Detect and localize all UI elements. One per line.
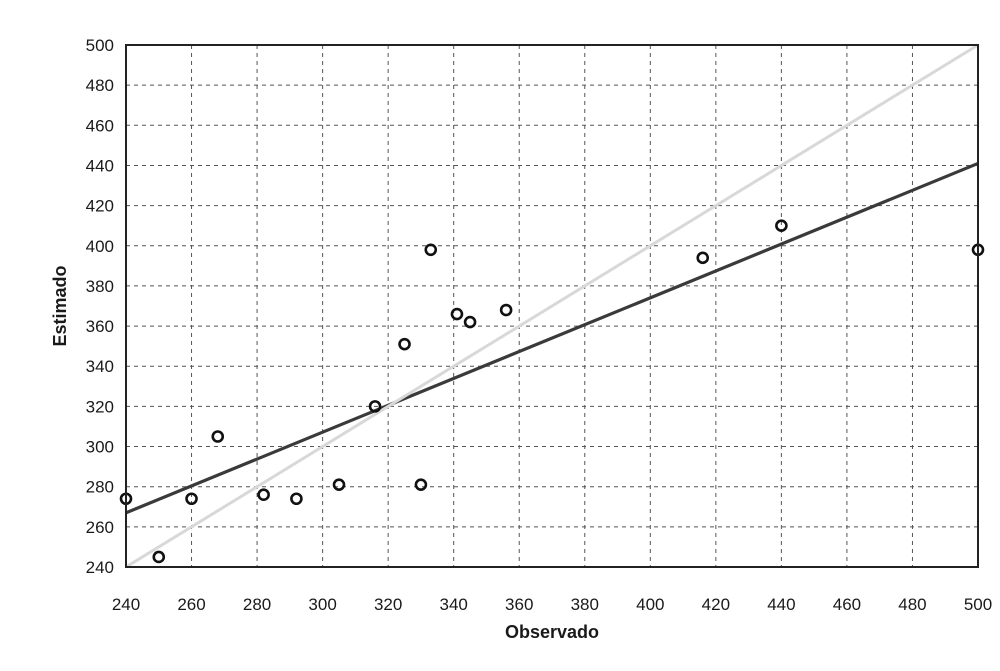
x-tick-label: 320 [374,595,402,614]
data-point [332,478,346,491]
grid-lines [125,44,979,568]
x-tick-label: 500 [964,595,992,614]
y-tick-label: 280 [86,478,114,497]
x-tick-label: 420 [702,595,730,614]
data-point [696,251,710,265]
x-tick-label: 400 [636,595,664,614]
data-point [499,303,513,317]
regression-line [125,161,979,515]
data-point [450,307,464,321]
x-tick-label: 460 [833,595,861,614]
y-tick-label: 320 [86,397,114,416]
data-point [257,488,270,502]
y-tick-label: 400 [86,237,114,256]
x-tick-label: 340 [440,595,468,614]
data-point [290,492,303,506]
reference-lines [125,43,979,569]
data-points [119,219,985,564]
data-point [368,400,382,413]
x-tick-label: 480 [898,595,926,614]
y-tick-label: 360 [86,317,114,336]
y-tick-label: 380 [86,277,114,296]
y-tick-label: 300 [86,438,114,457]
y-tick-label: 240 [86,558,114,577]
x-axis-title: Observado [505,622,599,642]
data-point [152,550,166,564]
x-tick-label: 360 [505,595,533,614]
plot-frame [125,44,979,568]
y-tick-label: 480 [86,76,114,95]
y-tick-label: 460 [86,116,114,135]
data-point [463,315,477,329]
y-tick-label: 420 [86,197,114,216]
y-tick-label: 340 [86,357,114,376]
data-point [398,337,411,351]
data-point [211,430,225,443]
data-point [185,492,198,506]
y-tick-label: 260 [86,518,114,537]
x-tick-label: 440 [767,595,795,614]
x-tick-label: 260 [177,595,205,614]
x-tick-label: 380 [571,595,599,614]
y-tick-label: 440 [86,156,114,175]
x-tick-label: 300 [308,595,336,614]
y-axis-title: Estimado [50,265,70,346]
data-point [414,478,428,491]
x-tick-labels: 240 260 280 300 320 340 360 380 400 420 440 460 480 5… [112,595,992,614]
x-tick-label: 240 [112,595,140,614]
y-tick-label: 500 [86,36,114,55]
data-point [775,219,788,232]
data-point [424,243,438,257]
y-tick-labels: 240 260 280 300 320 340 360 380 400 420 440 460 480 5… [86,36,114,577]
x-tick-label: 280 [243,595,271,614]
identity-line [125,43,979,569]
